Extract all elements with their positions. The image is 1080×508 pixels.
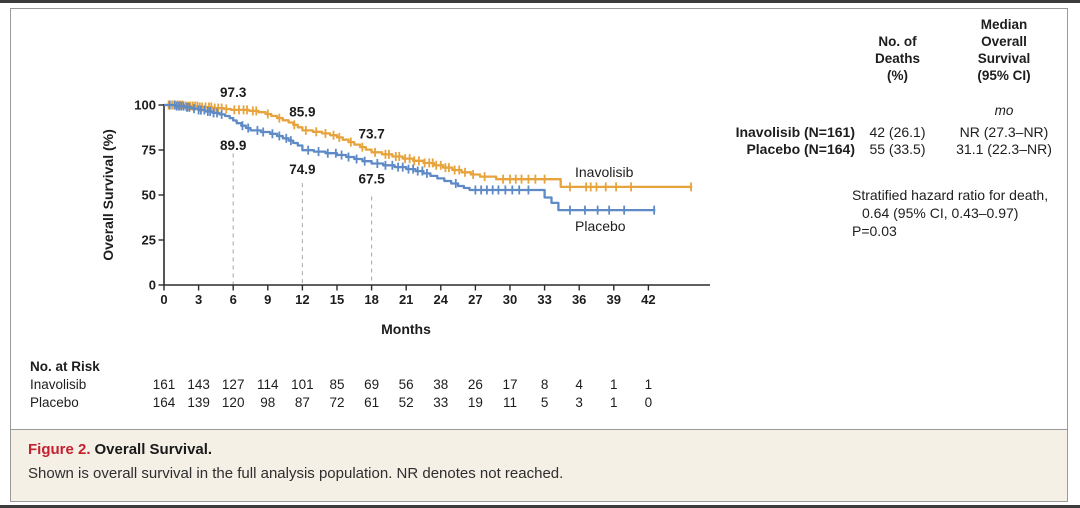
risk-count: 98 <box>260 395 275 410</box>
risk-count: 1 <box>610 395 618 410</box>
risk-count: 114 <box>257 377 279 392</box>
km-chart: 0 3 6 9 12 15 18 21 24 27 30 33 36 39 42 0 25 50 75 100 Mont… <box>30 85 710 410</box>
deaths-column-header: No. of Deaths (%) <box>845 33 950 84</box>
risk-count: 161 <box>153 377 176 392</box>
risk-count: 38 <box>433 377 448 392</box>
hazard-ratio-line2: 0.64 (95% CI, 0.43–0.97) <box>862 205 1019 221</box>
risk-count: 33 <box>433 395 448 410</box>
risk-count: 11 <box>503 395 517 410</box>
risk-count: 5 <box>541 395 549 410</box>
figure-caption-title: Figure 2. Overall Survival. <box>28 441 1050 458</box>
placebo-landmark-12mo: 74.9 <box>289 162 315 177</box>
figure-caption-body: Shown is overall survival in the full an… <box>28 465 564 482</box>
figure-title-text: Overall Survival. <box>94 441 213 458</box>
inavolisib-deaths-value: 42 (26.1) <box>869 124 926 140</box>
median-header-line3: Survival <box>977 51 1031 66</box>
p-value: P=0.03 <box>852 223 897 239</box>
risk-count: 19 <box>468 395 483 410</box>
inavolisib-median-os-value: NR (27.3–NR) <box>959 124 1049 140</box>
placebo-landmark-6mo: 89.9 <box>220 138 246 153</box>
figure-box: Figure 2. Overall Survival. Shown is over… <box>10 8 1068 502</box>
x-tick-label: 12 <box>295 292 309 307</box>
risk-count: 164 <box>153 395 176 410</box>
figure-caption-band: Figure 2. Overall Survival. Shown is over… <box>11 429 1067 501</box>
risk-count: 120 <box>222 395 245 410</box>
risk-count: 26 <box>468 377 483 392</box>
median-header-line2: Overall <box>981 34 1027 49</box>
risk-count: 3 <box>575 395 583 410</box>
risk-row-label-inavolisib: Inavolisib <box>30 377 86 392</box>
x-tick-label: 6 <box>230 292 237 307</box>
hazard-ratio-note: Stratified hazard ratio for death, 0.64 … <box>852 186 1074 240</box>
deaths-header-line1: No. of <box>878 34 917 49</box>
risk-row-label-placebo: Placebo <box>30 395 79 410</box>
risk-count: 1 <box>645 377 653 392</box>
km-survival-plot: 0 3 6 9 12 15 18 21 24 27 30 33 36 39 420255075100Mont… <box>30 85 710 410</box>
x-tick-label: 18 <box>364 292 378 307</box>
y-tick-label: 50 <box>142 188 156 203</box>
risk-count: 17 <box>502 377 517 392</box>
risk-count: 101 <box>291 377 314 392</box>
hazard-ratio-line1: Stratified hazard ratio for death, <box>852 187 1049 203</box>
x-tick-label: 33 <box>537 292 551 307</box>
y-axis-title: Overall Survival (%) <box>100 129 116 261</box>
placebo-curve-label: Placebo <box>575 218 626 234</box>
months-unit-label: mo <box>994 103 1014 118</box>
median-header-line4: (95% CI) <box>977 68 1031 83</box>
x-tick-label: 42 <box>641 292 655 307</box>
placebo-deaths-value: 55 (33.5) <box>869 141 926 157</box>
risk-count: 1 <box>610 377 618 392</box>
placebo-landmark-18mo: 67.5 <box>358 172 385 187</box>
risk-count: 61 <box>364 395 379 410</box>
median-os-column-header: Median Overall Survival (95% CI) <box>945 16 1063 84</box>
risk-count: 143 <box>187 377 210 392</box>
no-at-risk-title: No. at Risk <box>30 359 100 374</box>
risk-count: 69 <box>364 377 379 392</box>
risk-count: 85 <box>329 377 344 392</box>
stats-row-placebo: Placebo (N=164) 55 (33.5) 31.1 (22.3–NR) <box>0 141 1080 158</box>
placebo-median-os-value: 31.1 (22.3–NR) <box>956 141 1052 157</box>
x-tick-label: 36 <box>572 292 586 307</box>
risk-count: 127 <box>222 377 245 392</box>
risk-count: 87 <box>295 395 310 410</box>
risk-count: 0 <box>645 395 653 410</box>
x-tick-label: 24 <box>434 292 449 307</box>
x-tick-label: 0 <box>160 292 167 307</box>
x-tick-label: 27 <box>468 292 482 307</box>
inavolisib-landmark-18mo: 73.7 <box>358 126 384 141</box>
x-tick-label: 39 <box>607 292 621 307</box>
risk-count: 8 <box>541 377 549 392</box>
risk-count: 72 <box>329 395 344 410</box>
inavolisib-curve-label: Inavolisib <box>575 164 634 180</box>
y-tick-label: 75 <box>142 143 156 158</box>
figure-number-label: Figure 2. <box>28 441 91 458</box>
y-tick-label: 0 <box>149 278 156 293</box>
x-tick-label: 15 <box>330 292 344 307</box>
median-header-line1: Median <box>980 17 1028 32</box>
risk-count: 139 <box>187 395 210 410</box>
stats-row-inavolisib: Inavolisib (N=161) 42 (26.1) NR (27.3–NR… <box>0 124 1080 141</box>
risk-count: 56 <box>399 377 414 392</box>
x-tick-label: 9 <box>264 292 271 307</box>
risk-count: 4 <box>575 377 583 392</box>
inavolisib-landmark-6mo: 97.3 <box>220 85 247 100</box>
inavolisib-row-label: Inavolisib (N=161) <box>735 124 855 140</box>
deaths-header-line2: Deaths <box>874 51 920 66</box>
bottom-rule <box>0 505 1080 508</box>
y-tick-label: 100 <box>134 98 156 113</box>
placebo-row-label: Placebo (N=164) <box>746 141 855 157</box>
top-rule <box>0 0 1080 3</box>
inavolisib-landmark-12mo: 85.9 <box>289 104 315 119</box>
risk-count: 52 <box>399 395 414 410</box>
x-tick-label: 21 <box>399 292 413 307</box>
x-tick-label: 30 <box>503 292 517 307</box>
x-tick-label: 3 <box>195 292 202 307</box>
deaths-header-line3: (%) <box>887 68 908 83</box>
y-tick-label: 25 <box>142 233 156 248</box>
x-axis-title: Months <box>381 321 431 337</box>
